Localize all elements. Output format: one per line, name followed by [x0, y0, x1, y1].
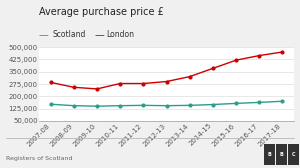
London — [188, 76, 191, 78]
Scotland — [95, 105, 99, 107]
London — [118, 82, 122, 85]
Text: London: London — [106, 30, 134, 39]
Scotland — [234, 102, 238, 104]
Scotland — [72, 105, 76, 107]
Text: —: — — [94, 30, 104, 40]
Scotland — [188, 104, 191, 106]
Line: London: London — [49, 51, 284, 90]
Text: C: C — [292, 152, 295, 157]
London — [234, 59, 238, 61]
Text: Scotland: Scotland — [52, 30, 86, 39]
Text: B: B — [279, 152, 283, 157]
Scotland — [257, 101, 261, 103]
London — [142, 82, 145, 85]
Text: Average purchase price £: Average purchase price £ — [39, 7, 164, 17]
Scotland — [280, 100, 284, 102]
Scotland — [49, 103, 52, 105]
Scotland — [211, 103, 215, 106]
Text: B: B — [267, 152, 271, 157]
Text: Registers of Scotland: Registers of Scotland — [6, 156, 73, 161]
Text: —: — — [39, 30, 49, 40]
London — [165, 80, 168, 82]
Scotland — [118, 105, 122, 107]
London — [72, 86, 76, 88]
London — [49, 81, 52, 83]
Scotland — [142, 104, 145, 106]
Line: Scotland: Scotland — [49, 100, 284, 108]
London — [95, 88, 99, 90]
London — [211, 67, 215, 69]
Scotland — [165, 105, 168, 107]
London — [257, 55, 261, 57]
London — [280, 51, 284, 53]
